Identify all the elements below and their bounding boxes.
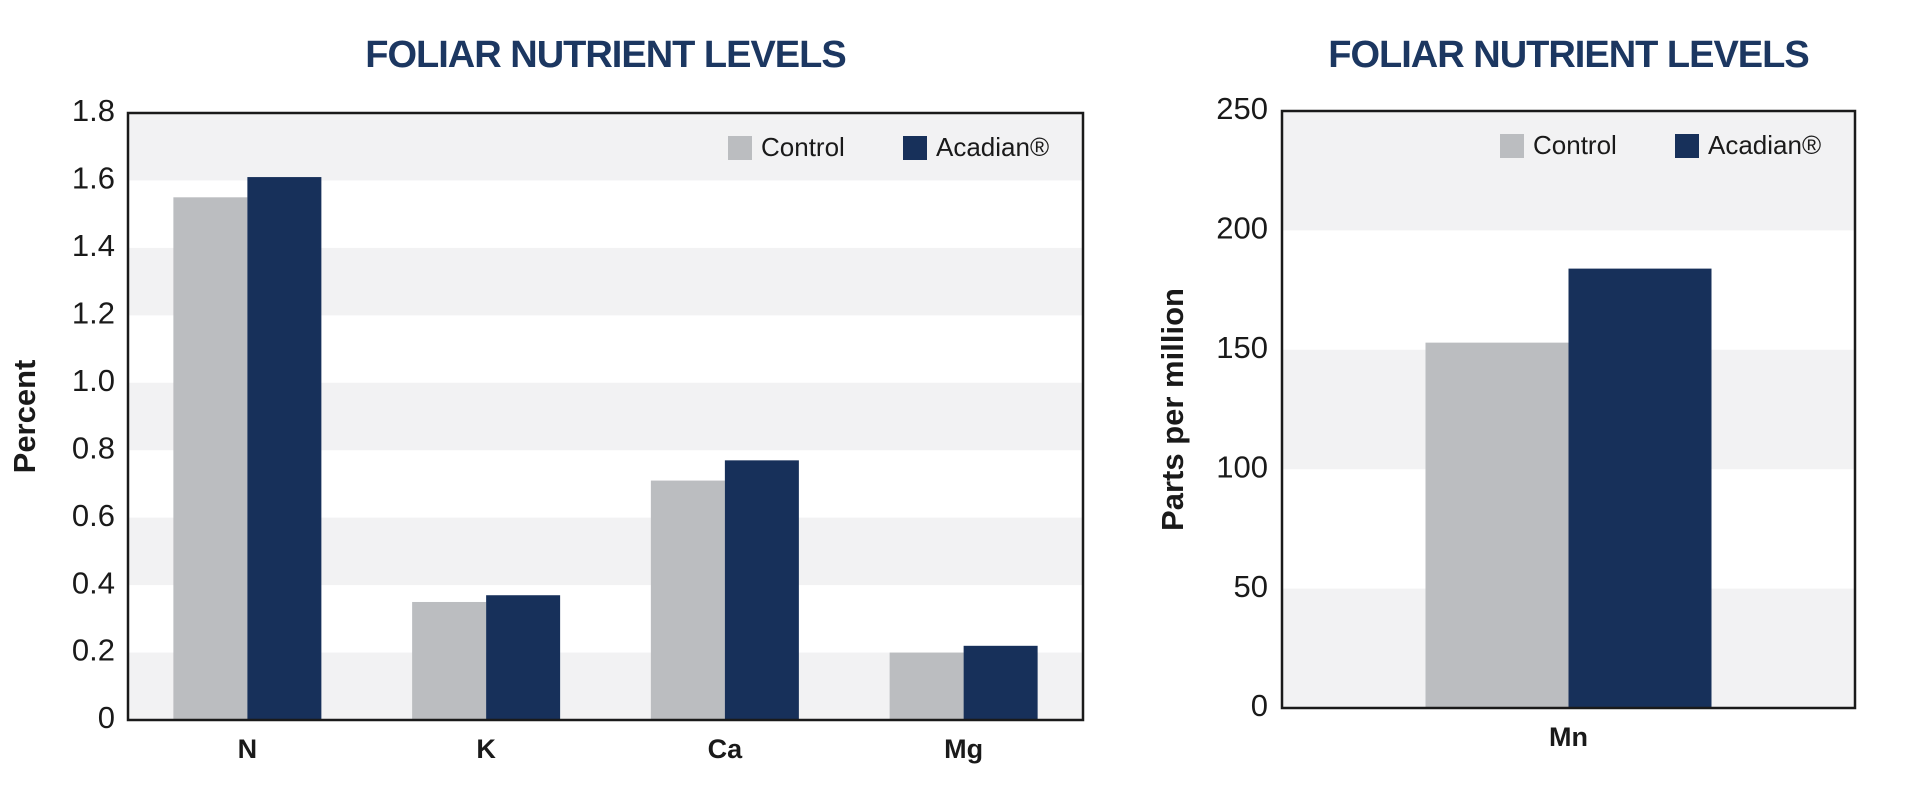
plot-frame [1280,109,1857,710]
plot-frame [126,111,1085,722]
bar [173,197,248,721]
x-tick-label: N [238,734,258,764]
legend-label: Control [1533,130,1617,160]
chart-title: FOLIAR NUTRIENT LEVELS [1328,34,1808,76]
y-tick-label: 1.4 [72,228,115,263]
y-tick-label: 1.2 [72,296,115,331]
y-tick-label: 50 [1234,569,1268,604]
legend-swatch [1675,134,1699,158]
y-tick-label: 0.4 [72,565,115,600]
y-tick-label: 100 [1216,449,1268,484]
y-tick-label: 1.8 [72,93,115,128]
x-tick-label: K [476,734,496,764]
bar [1568,268,1712,708]
bar [724,460,799,720]
bar [650,480,725,720]
legend-label: Control [761,132,845,162]
y-tick-label: 200 [1216,211,1268,246]
y-tick-label: 0.2 [72,633,115,668]
grid-band [1282,111,1855,231]
y-tick-label: 150 [1216,330,1268,365]
x-tick-label: Ca [708,734,743,764]
legend-swatch [728,136,752,160]
legend-label: Acadian® [1708,130,1821,160]
y-tick-label: 250 [1216,91,1268,126]
bar [1425,342,1569,708]
y-axis-label: Parts per million [1155,288,1190,531]
y-tick-label: 0.6 [72,498,115,533]
bar [889,652,964,720]
bar [486,595,561,720]
bar [247,177,322,721]
legend-swatch [1500,134,1524,158]
bar [412,601,487,720]
x-tick-label: Mn [1549,722,1588,752]
y-tick-label: 0.8 [72,430,115,465]
legend-label: Acadian® [936,132,1049,162]
chart-title: FOLIAR NUTRIENT LEVELS [365,34,845,76]
y-tick-label: 1.6 [72,161,115,196]
y-tick-label: 0 [98,700,115,735]
bar [963,645,1038,720]
y-tick-label: 0 [1251,688,1268,723]
legend-swatch [903,136,927,160]
y-tick-label: 1.0 [72,363,115,398]
x-tick-label: Mg [944,734,983,764]
y-axis-label: Percent [7,360,42,474]
